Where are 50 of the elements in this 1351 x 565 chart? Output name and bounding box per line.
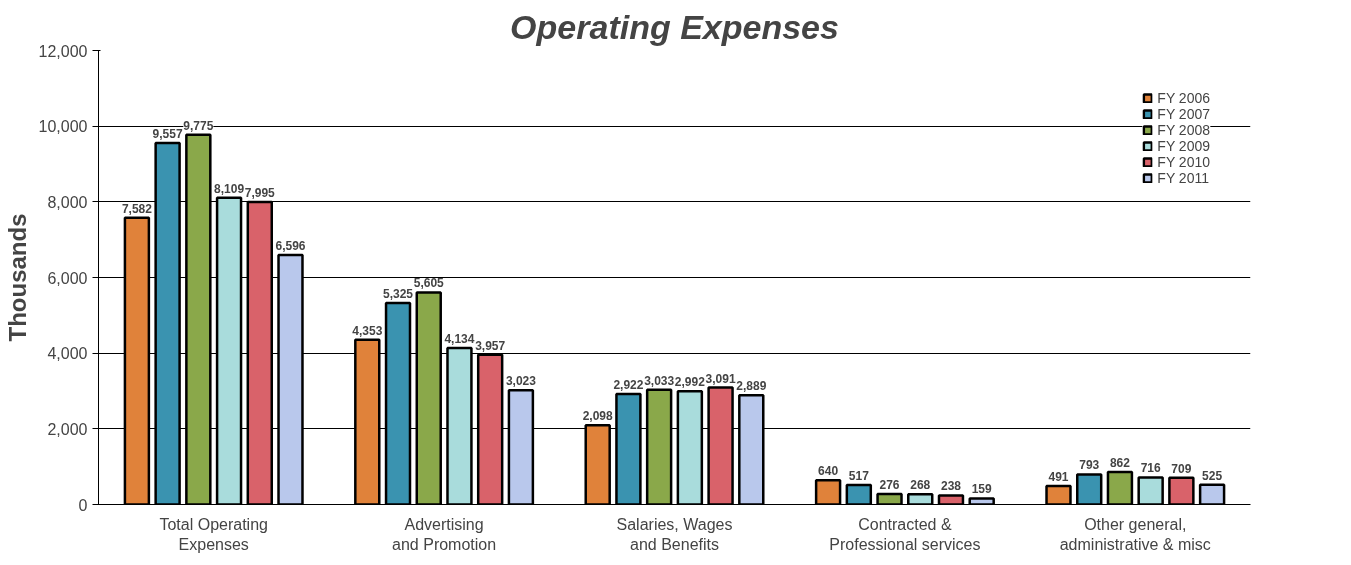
y-tick-label: 12,000 <box>38 42 88 60</box>
y-tick-label: 8,000 <box>47 193 88 211</box>
x-tick-label: Salaries, Wages and Benefits <box>616 515 733 553</box>
y-tick-label: 6,000 <box>47 269 88 287</box>
data-label: 517 <box>848 468 870 483</box>
data-label: 9,557 <box>152 126 183 141</box>
legend-label: FY 2008 <box>1157 122 1210 138</box>
y-axis-title: Thousands <box>3 213 31 342</box>
data-label: 276 <box>879 478 900 493</box>
x-tick-label: Total Operating Expenses <box>159 515 268 553</box>
x-tick-label: Other general, administrative & misc <box>1059 515 1211 553</box>
y-tick-label: 0 <box>78 496 88 514</box>
data-label: 2,922 <box>613 377 644 392</box>
data-label: 268 <box>910 478 931 493</box>
data-label: 862 <box>1109 455 1131 470</box>
data-label: 3,033 <box>644 373 675 388</box>
data-label: 2,992 <box>674 375 706 390</box>
data-label: 640 <box>818 464 839 479</box>
legend-label: FY 2011 <box>1157 170 1209 186</box>
chart-title: Operating Expenses <box>510 7 839 46</box>
data-label: 5,605 <box>413 276 445 291</box>
data-label: 4,353 <box>352 323 383 338</box>
legend-label: FY 2009 <box>1157 138 1210 154</box>
legend-label: FY 2006 <box>1157 90 1210 106</box>
data-label: 159 <box>971 482 993 497</box>
y-tick-label: 4,000 <box>47 345 88 363</box>
data-label: 3,091 <box>705 371 736 386</box>
data-label: 8,109 <box>214 181 245 196</box>
data-label: 3,023 <box>505 374 537 389</box>
y-tick-label: 2,000 <box>47 420 88 438</box>
data-label: 6,596 <box>275 238 306 253</box>
data-label: 716 <box>1140 461 1161 476</box>
data-label: 5,325 <box>383 287 414 302</box>
data-label: 491 <box>1048 469 1069 484</box>
data-label: 525 <box>1202 468 1223 483</box>
data-label: 3,957 <box>475 338 506 353</box>
y-tick-label: 10,000 <box>38 118 88 136</box>
data-label: 793 <box>1079 458 1100 473</box>
data-label: 7,582 <box>121 201 153 216</box>
x-tick-label: Contracted & Professional services <box>829 515 981 553</box>
data-label: 2,889 <box>736 379 767 394</box>
legend-label: FY 2010 <box>1157 154 1210 170</box>
data-label: 709 <box>1171 461 1192 476</box>
data-label: 7,995 <box>244 186 276 201</box>
data-label: 2,098 <box>582 409 614 424</box>
data-label: 9,775 <box>183 118 214 133</box>
data-label: 4,134 <box>444 332 475 347</box>
x-tick-label: Advertising and Promotion <box>392 515 497 553</box>
legend-label: FY 2007 <box>1157 106 1210 122</box>
data-label: 238 <box>940 479 962 494</box>
